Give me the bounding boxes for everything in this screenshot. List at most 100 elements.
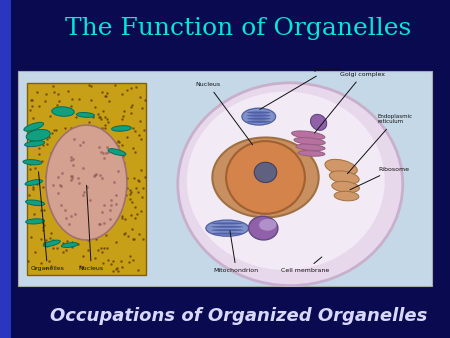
Point — [33, 181, 40, 187]
Point — [119, 213, 126, 219]
Point — [96, 172, 103, 177]
Point — [107, 216, 114, 221]
Ellipse shape — [43, 240, 60, 246]
Point — [128, 102, 135, 107]
Point — [137, 136, 144, 142]
Point — [118, 91, 126, 96]
Ellipse shape — [24, 122, 44, 131]
Point — [130, 257, 137, 262]
Point — [94, 111, 101, 117]
Point — [64, 137, 71, 143]
Point — [139, 194, 146, 200]
Point — [79, 192, 86, 197]
Ellipse shape — [247, 114, 270, 117]
Point — [110, 179, 117, 185]
Point — [71, 196, 78, 201]
Point — [129, 125, 136, 130]
Point — [137, 168, 144, 173]
Point — [76, 264, 84, 269]
Point — [26, 167, 33, 172]
Point — [68, 244, 76, 250]
Point — [26, 129, 33, 135]
Point — [130, 175, 138, 180]
Point — [42, 238, 49, 243]
Point — [98, 249, 105, 255]
Point — [90, 126, 98, 131]
Point — [79, 142, 86, 147]
Point — [102, 114, 109, 120]
Point — [85, 211, 92, 217]
Point — [97, 221, 104, 226]
Point — [121, 216, 128, 222]
Point — [136, 118, 143, 124]
Point — [135, 179, 143, 184]
Point — [112, 83, 119, 88]
Point — [68, 240, 75, 245]
Point — [27, 161, 34, 166]
Point — [30, 199, 37, 204]
Point — [122, 231, 129, 236]
Point — [30, 211, 37, 217]
Point — [54, 147, 61, 152]
Point — [106, 98, 113, 103]
Point — [47, 114, 54, 119]
Point — [56, 212, 63, 217]
Ellipse shape — [25, 141, 45, 147]
Point — [79, 139, 86, 144]
Ellipse shape — [26, 200, 45, 206]
Point — [126, 259, 133, 265]
Point — [54, 167, 62, 173]
Point — [40, 224, 47, 230]
Ellipse shape — [61, 243, 78, 247]
Point — [96, 136, 104, 142]
Point — [68, 103, 75, 109]
Point — [68, 176, 76, 181]
Point — [126, 191, 133, 196]
Point — [67, 155, 74, 160]
Point — [127, 190, 135, 195]
Point — [86, 167, 93, 172]
Point — [78, 153, 85, 159]
Point — [50, 83, 57, 89]
Point — [46, 161, 53, 167]
Point — [114, 138, 122, 143]
Point — [100, 156, 107, 162]
Point — [99, 151, 106, 156]
Point — [94, 177, 101, 183]
Point — [102, 188, 109, 194]
Point — [72, 114, 80, 120]
Point — [67, 178, 74, 183]
Point — [103, 145, 110, 150]
Ellipse shape — [247, 121, 270, 123]
Point — [40, 240, 47, 246]
Point — [48, 130, 55, 136]
Point — [126, 196, 134, 202]
Point — [76, 143, 83, 148]
Point — [101, 245, 108, 250]
Point — [112, 266, 120, 272]
Ellipse shape — [248, 216, 278, 240]
Point — [127, 254, 134, 259]
Point — [117, 259, 125, 264]
Point — [85, 152, 92, 157]
Point — [139, 236, 146, 242]
Point — [98, 197, 105, 203]
Point — [59, 135, 67, 140]
Point — [85, 238, 92, 243]
Point — [54, 187, 61, 192]
Point — [109, 268, 117, 273]
Point — [104, 91, 111, 96]
Point — [100, 202, 108, 207]
Text: Organelles: Organelles — [31, 172, 64, 271]
Point — [98, 125, 105, 131]
Ellipse shape — [211, 229, 243, 231]
Text: lysosome: lysosome — [260, 67, 342, 110]
Point — [40, 222, 47, 228]
Ellipse shape — [206, 220, 248, 236]
Point — [48, 230, 55, 235]
Point — [118, 216, 126, 221]
Text: The Function of Organelles: The Function of Organelles — [65, 17, 412, 40]
Point — [75, 137, 82, 143]
Point — [109, 258, 116, 264]
Point — [87, 84, 94, 89]
